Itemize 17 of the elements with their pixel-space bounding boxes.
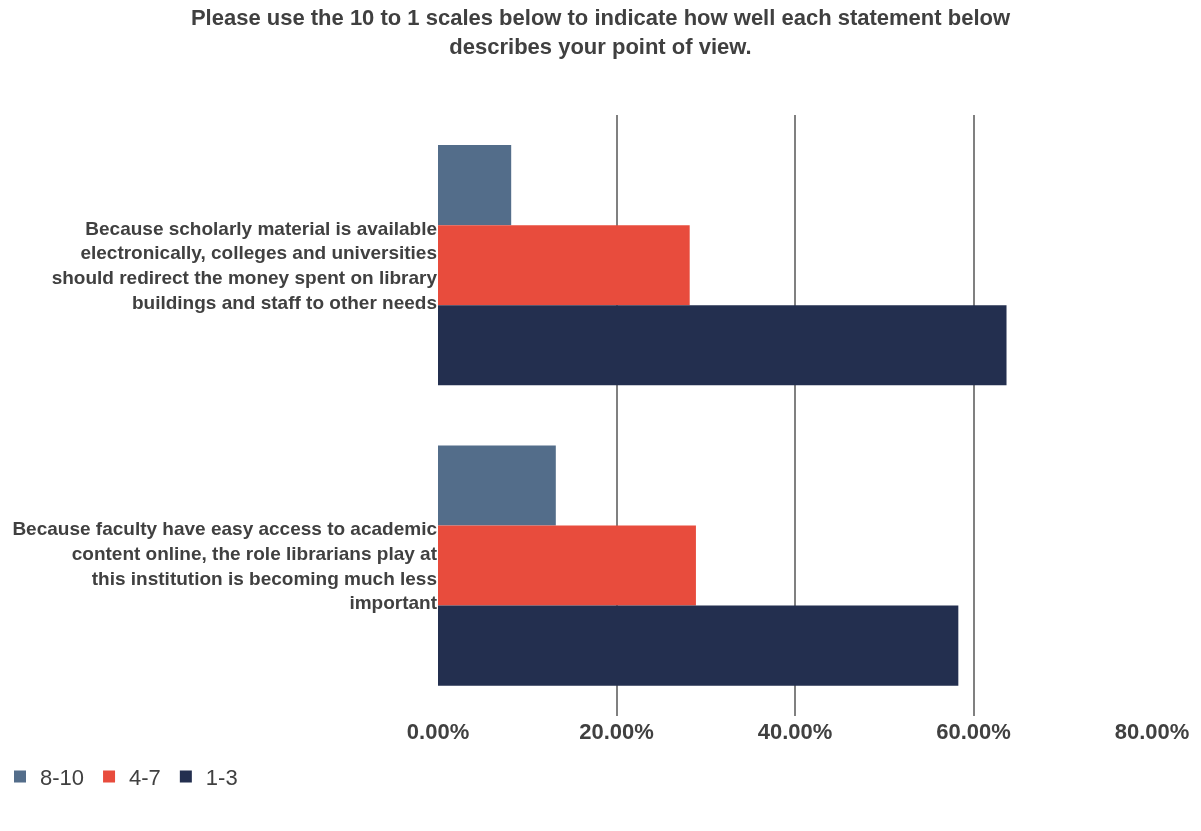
bar: [438, 145, 512, 226]
bar: [438, 525, 696, 606]
x-tick-label: 40.00%: [757, 718, 833, 744]
y-tick-label: Because scholarly material is available electronically, colleges and universities should redirect the money spent on library buildings and staff to other needs: [51, 217, 438, 313]
x-tick-label: 80.00%: [1114, 718, 1190, 744]
x-tick-label: 0.00%: [406, 718, 470, 744]
chart-title: Please use the 10 to 1 scales below to indicate how well each statement below describes your point of view.: [190, 4, 1011, 59]
x-tick-label: 60.00%: [936, 718, 1011, 744]
legend-label: 1-3: [205, 765, 238, 791]
bar: [438, 305, 1007, 386]
bar: [438, 445, 556, 526]
x-tick-label: 20.00%: [579, 718, 654, 744]
bar: [438, 605, 959, 686]
bar: [438, 225, 690, 306]
legend-label: 4-7: [129, 765, 161, 791]
y-tick-label: Because faculty have easy access to academic content online, the role librarians play at this institution is becoming much less important: [12, 518, 438, 614]
legend-label: 8-10: [40, 765, 85, 791]
